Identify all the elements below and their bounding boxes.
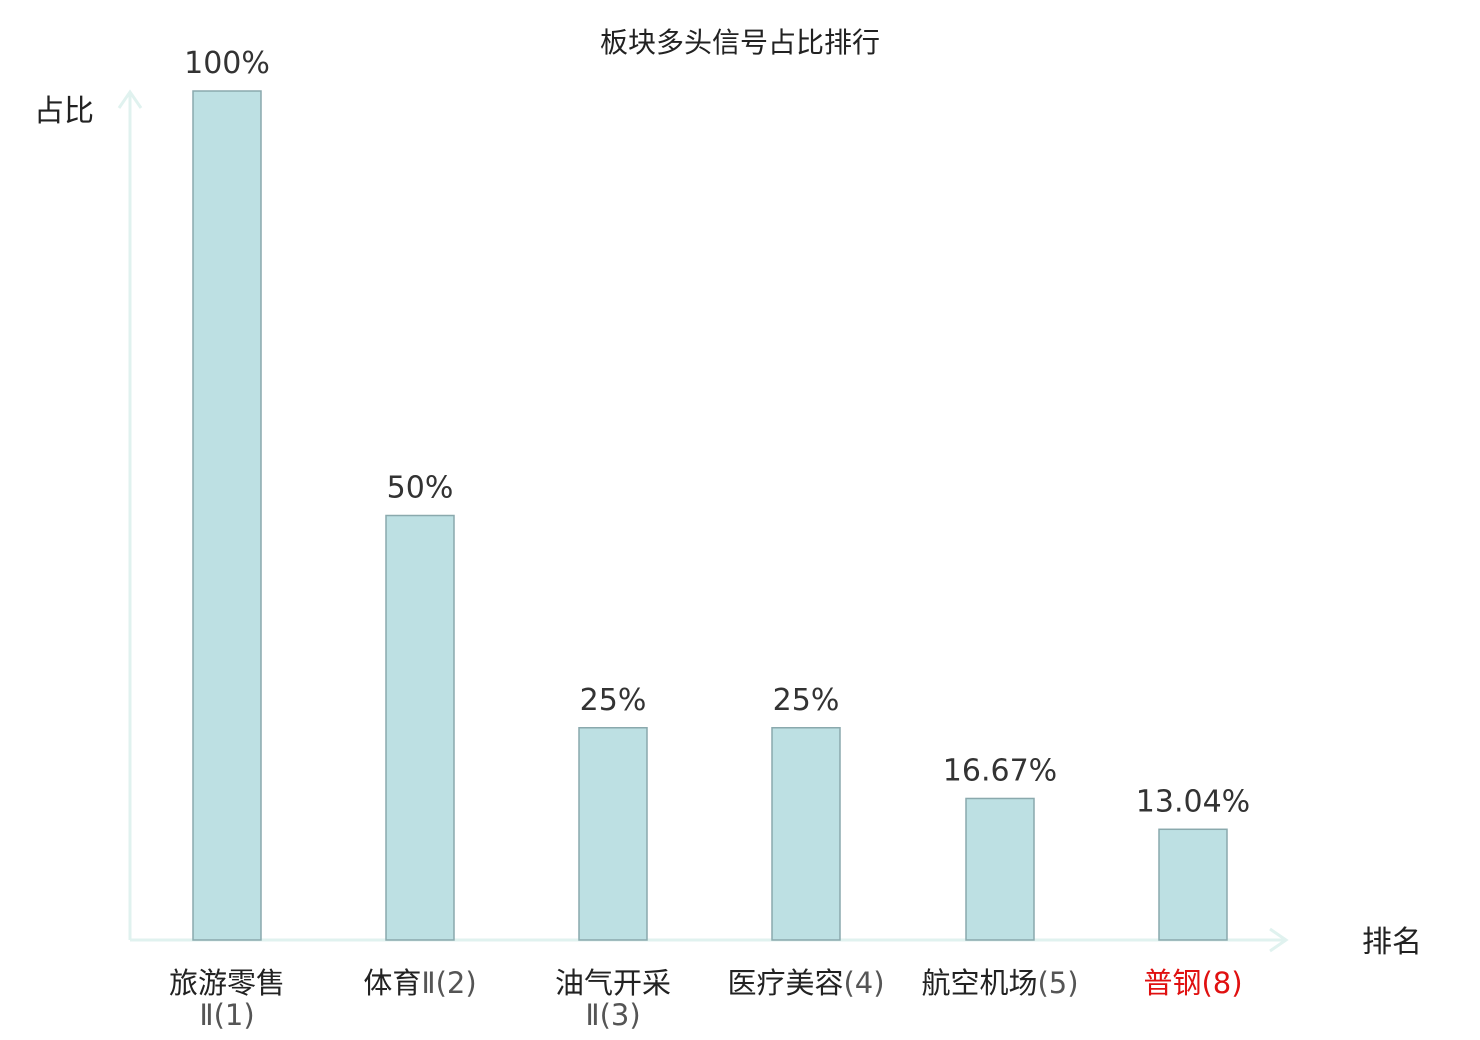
bar-2 — [385, 514, 455, 941]
category-label-6: 普钢(8) — [1143, 966, 1242, 1000]
y-axis-label: 占比 — [34, 94, 94, 129]
x-axis-arrow — [1269, 927, 1289, 953]
category-name: 油气开采 — [555, 966, 671, 1000]
category-label-5: 航空机场(5) — [921, 966, 1078, 1000]
value-labels-group: 100% 50% 25% 25% 16.67% 13.04% — [184, 46, 1250, 819]
value-label-2: 50% — [387, 471, 454, 506]
y-axis: 占比 — [34, 89, 143, 940]
value-label-1: 100% — [184, 46, 270, 81]
bar-3 — [578, 727, 648, 941]
category-rank: Ⅱ(3) — [585, 998, 640, 1032]
value-label-3: 25% — [580, 683, 647, 718]
category-label-2: 体育Ⅱ(2) — [363, 966, 476, 1000]
bar-4 — [771, 727, 841, 941]
category-rank: Ⅱ(1) — [199, 998, 254, 1032]
bar-1 — [192, 90, 262, 941]
value-label-5: 16.67% — [943, 753, 1057, 788]
x-axis-label: 排名 — [1362, 925, 1422, 960]
bars-group — [192, 90, 1228, 941]
y-axis-arrow — [117, 89, 143, 109]
category-name: 航空机场(5) — [921, 966, 1078, 1000]
category-label-4: 医疗美容(4) — [727, 966, 884, 1000]
category-name: 体育Ⅱ(2) — [363, 966, 476, 1000]
value-label-4: 25% — [773, 683, 840, 718]
category-name: 旅游零售 — [169, 966, 285, 1000]
value-label-6: 13.04% — [1136, 784, 1250, 819]
chart-title: 板块多头信号占比排行 — [600, 26, 880, 59]
bar-5 — [965, 797, 1035, 941]
category-name: 医疗美容(4) — [727, 966, 884, 1000]
category-name: 普钢(8) — [1143, 966, 1242, 1000]
bar-6 — [1158, 828, 1228, 941]
x-axis: 排名 — [130, 925, 1422, 960]
